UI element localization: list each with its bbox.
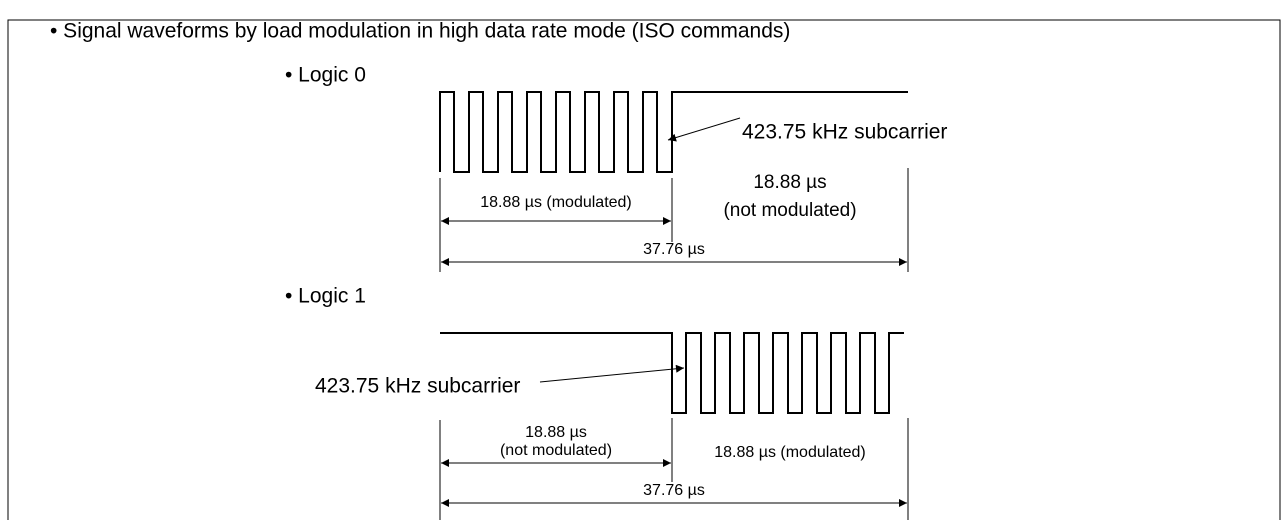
logic1-subcarrier: 423.75 kHz subcarrier [315,375,520,398]
heading: • Signal waveforms by load modulation in… [50,20,790,43]
logic1-modulated: 18.88 µs (modulated) [714,444,866,461]
logic0-unmodulated-time: 18.88 µs [753,172,826,193]
logic0-unmodulated: (not modulated) [723,200,856,221]
logic1-waveform [440,332,904,414]
subcarrier-arrow [539,364,685,383]
logic0-subcarrier: 423.75 kHz subcarrier [742,121,947,144]
logic0-modulated: 18.88 µs (modulated) [480,194,632,211]
logic1-unmodulated: (not modulated) [500,442,612,459]
logic1-total: 37.76 µs [643,482,705,499]
logic0-waveform [439,91,908,173]
logic0-total: 37.76 µs [643,241,705,258]
logic1-label: • Logic 1 [285,285,366,308]
frame [7,19,1281,520]
logic1-unmodulated-time: 18.88 µs [525,424,587,441]
logic0-label: • Logic 0 [285,64,366,87]
subcarrier-arrow [667,117,741,142]
